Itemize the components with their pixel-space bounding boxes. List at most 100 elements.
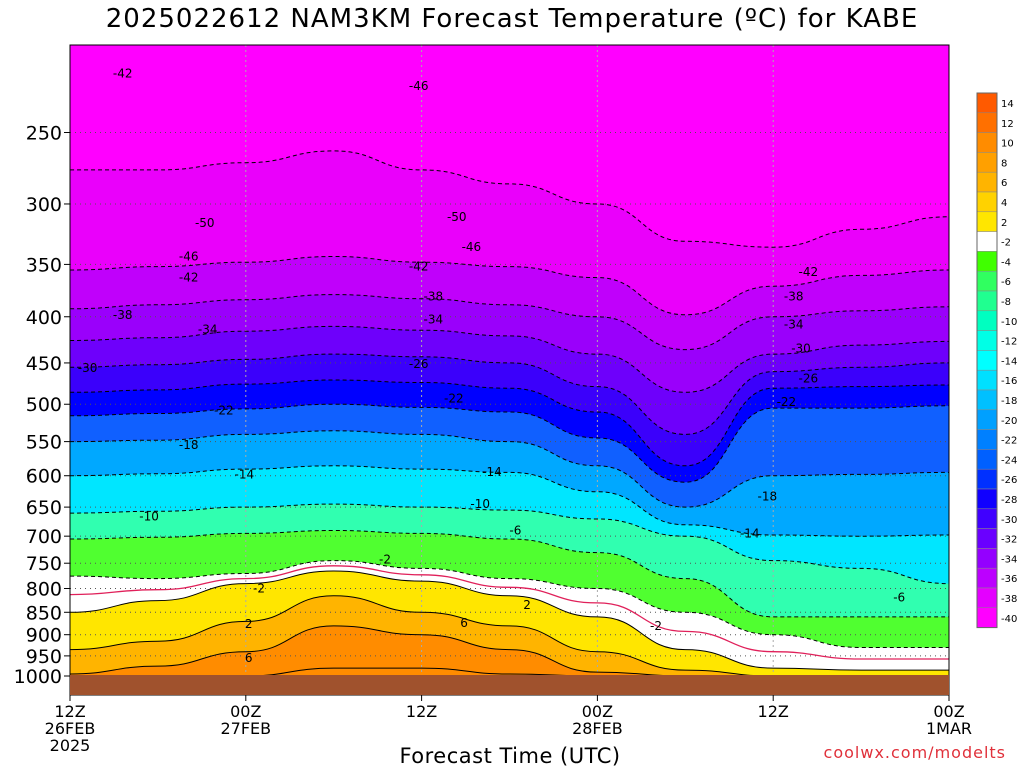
colorbar-label: -28 (1001, 495, 1017, 506)
colorbar-swatch (976, 112, 998, 133)
colorbar-swatch (976, 211, 998, 232)
contour-label: -42 (799, 265, 819, 279)
isotherm--14 (70, 465, 949, 537)
y-tick-label: 400 (26, 307, 62, 329)
colorbar-label: 8 (1001, 158, 1007, 169)
y-tick-label: 650 (26, 497, 62, 519)
contour-label: -14 (740, 526, 760, 540)
contour-label: -42 (409, 260, 429, 274)
colorbar-swatch (976, 191, 998, 213)
contour-label: -18 (758, 490, 778, 504)
colorbar-swatch (976, 290, 998, 312)
isotherm--18 (70, 430, 949, 508)
contour-label: -46 (409, 79, 429, 93)
contour-label: -14 (482, 465, 502, 479)
isotherm-10 (70, 625, 662, 675)
colorbar-swatch (976, 231, 998, 252)
contour-label: -10 (470, 497, 490, 511)
contour-label: -26 (799, 371, 819, 385)
isotherm--6 (70, 529, 949, 618)
colorbar-swatch (976, 251, 998, 272)
x-axis-label: Forecast Time (UTC) (399, 744, 621, 768)
contour-label-layer: -42 -46 -50 -50 -46 -46 -42 -42 -42 -38 -38 -38 -34 -… (78, 66, 905, 665)
credit-text: coolwx.com/modelts (823, 743, 1006, 762)
isotherm--22 (70, 403, 949, 483)
colorbar-swatch (976, 270, 998, 292)
chart-title: 2025022612 NAM3KM Forecast Temperature (… (105, 4, 919, 34)
colorbar-label: -36 (1001, 574, 1017, 585)
colorbar-swatch (976, 548, 998, 569)
contour-label: -38 (784, 290, 804, 304)
colorbar-label: -12 (1001, 337, 1017, 348)
colorbar-frame (976, 92, 998, 629)
isotherm--38 (70, 294, 949, 351)
x-tick-label: 26FEB (45, 719, 96, 738)
isotherm--26 (70, 379, 949, 467)
colorbar-swatch (976, 171, 998, 193)
y-tick-label: 450 (26, 353, 62, 375)
colorbar-swatch (976, 468, 998, 490)
y-tick-label: 1000 (14, 666, 62, 688)
colorbar: 14 12 10 8 6 4 2 -2 -4 -6 -8 -10 -12 -14 -16 -18 -20 -22 -… (976, 92, 1017, 629)
colorbar-label: 6 (1001, 178, 1007, 189)
contour-label: -22 (444, 392, 464, 406)
x-tick-label: 28FEB (572, 719, 623, 738)
colorbar-swatch (976, 389, 998, 411)
colorbar-label: -16 (1001, 376, 1017, 387)
colorbar-swatch (976, 132, 998, 153)
isotherm-14 (262, 667, 566, 675)
colorbar-label: -18 (1001, 396, 1017, 407)
x-tick-label: 00Z (582, 702, 613, 721)
y-tick-label: 300 (26, 194, 62, 216)
y-tick-label: 800 (26, 579, 62, 601)
colorbar-swatch (976, 330, 998, 351)
colorbar-label: 12 (1001, 119, 1014, 130)
y-tick-label: 850 (26, 602, 62, 624)
isotherm--30 (70, 353, 949, 435)
contour-label: -46 (179, 249, 199, 263)
ground-fill (70, 675, 949, 695)
contour-label: -42 (113, 66, 133, 80)
contour-label: 2 (245, 617, 253, 631)
contour-label: -30 (791, 342, 811, 356)
freezing-line (70, 565, 949, 660)
colorbar-swatch (976, 607, 998, 628)
contour-label: -34 (784, 318, 804, 332)
y-tick-label: 750 (26, 553, 62, 575)
colorbar-swatch (976, 310, 998, 331)
colorbar-label: -26 (1001, 475, 1017, 486)
colorbar-label: 14 (1001, 99, 1014, 110)
contour-label: -50 (195, 216, 215, 230)
x-tick-label: 27FEB (220, 719, 271, 738)
colorbar-swatch (976, 429, 998, 450)
contour-label: -38 (424, 290, 444, 304)
colorbar-swatch (976, 528, 998, 549)
contour-label: -50 (447, 210, 467, 224)
x-tick-label: 00Z (933, 702, 964, 721)
colorbar-swatch (976, 350, 998, 371)
colorbar-label: -10 (1001, 317, 1017, 328)
colorbar-label: 4 (1001, 198, 1007, 209)
contour-label: -22 (214, 403, 234, 417)
colorbar-label: -34 (1001, 554, 1017, 565)
contour-label: -6 (509, 524, 521, 538)
colorbar-swatch (976, 152, 998, 173)
isotherm-layer (70, 150, 949, 675)
colorbar-swatch (976, 92, 998, 114)
y-tick-label: 250 (26, 122, 62, 144)
colorbar-label: -20 (1001, 416, 1017, 427)
x-tick-label: 1MAR (926, 719, 972, 738)
colorbar-label: -2 (1001, 238, 1011, 249)
y-tick-label: 900 (26, 625, 62, 647)
isotherm--46 (70, 150, 949, 248)
colorbar-label: 10 (1001, 139, 1014, 150)
x-tick-label: 00Z (230, 702, 261, 721)
contour-label: 2 (523, 598, 531, 612)
contour-label: -6 (893, 591, 905, 605)
colorbar-swatch (976, 409, 998, 430)
x-tick-label: 12Z (406, 702, 437, 721)
contour-label: -18 (179, 438, 199, 452)
contour-label: -14 (235, 467, 255, 481)
isotherm--34 (70, 325, 949, 393)
